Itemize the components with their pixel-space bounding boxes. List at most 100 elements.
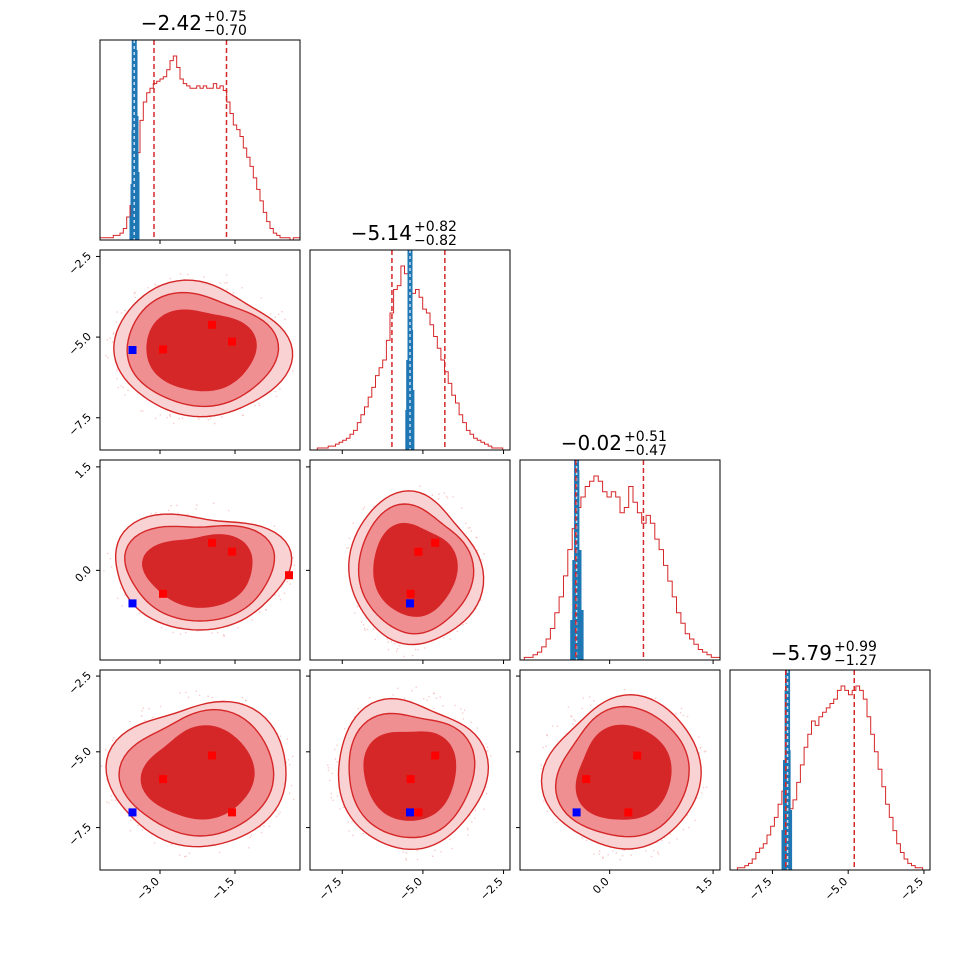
sample-dot — [330, 796, 333, 799]
sample-dot — [327, 769, 330, 772]
sample-dot — [602, 856, 604, 858]
sample-dot — [372, 628, 375, 631]
sample-dot — [397, 687, 399, 690]
sample-dot — [675, 712, 677, 715]
sample-dot — [582, 697, 585, 699]
sample-dot — [237, 627, 239, 629]
x-tick-label: −5.0 — [822, 875, 850, 903]
sample-dot — [123, 394, 126, 396]
sample-dot — [416, 858, 419, 861]
sample-dot — [218, 851, 221, 854]
histogram-blue-bar — [580, 610, 584, 660]
sample-dot — [274, 316, 277, 318]
sample-dot — [402, 851, 404, 853]
sample-dot — [470, 721, 473, 724]
sample-dot — [141, 410, 144, 412]
sample-dot — [353, 612, 356, 614]
sample-dot — [154, 417, 157, 420]
sample-dot — [187, 696, 190, 698]
sample-dot — [573, 718, 575, 721]
sample-dot — [207, 419, 210, 421]
sample-dot — [273, 525, 276, 527]
sample-dot — [394, 642, 396, 645]
sample-dot — [585, 839, 588, 841]
sample-dot — [374, 638, 377, 641]
sample-dot — [259, 611, 261, 613]
sample-dot — [179, 633, 182, 635]
sample-dot — [462, 623, 464, 626]
sample-dot — [556, 821, 558, 824]
histogram-red-3 — [730, 685, 930, 870]
sample-dot — [362, 832, 365, 835]
red-point — [285, 571, 293, 580]
sample-dot — [129, 830, 132, 832]
sample-dot — [362, 508, 365, 511]
red-point — [582, 775, 591, 784]
sample-dot — [120, 312, 123, 314]
sample-dot — [467, 527, 469, 529]
sample-dot — [111, 799, 113, 801]
panel-frame — [309, 669, 511, 871]
sample-dot — [242, 414, 245, 417]
sample-dot — [105, 354, 107, 357]
sample-dot — [483, 808, 485, 810]
sample-dot — [275, 815, 278, 818]
sample-dot — [542, 746, 545, 749]
sample-dot — [331, 772, 333, 775]
blue-point — [572, 808, 581, 817]
sample-dot — [169, 277, 172, 280]
sample-dot — [248, 847, 250, 849]
sample-dot — [121, 604, 124, 607]
sample-dot — [650, 855, 653, 858]
sample-dot — [203, 276, 205, 278]
sample-dot — [152, 716, 154, 718]
sample-dot — [466, 827, 469, 829]
sample-dot — [254, 404, 256, 407]
x-tick-label: −3.0 — [134, 875, 162, 903]
sample-dot — [571, 723, 574, 725]
sample-dot — [110, 566, 113, 568]
sample-dot — [219, 282, 221, 284]
sample-dot — [186, 513, 189, 516]
sample-dot — [232, 292, 235, 294]
sample-dot — [288, 792, 291, 794]
sample-dot — [150, 513, 152, 515]
sample-dot — [440, 851, 442, 853]
sample-dot — [474, 809, 477, 812]
sample-dot — [263, 825, 265, 827]
sample-dot — [177, 512, 179, 515]
sample-dot — [475, 536, 477, 539]
sample-dot — [398, 644, 401, 647]
y-tick-label: −5.0 — [66, 745, 94, 773]
sample-dot — [260, 297, 263, 299]
sample-dot — [540, 764, 542, 767]
sample-dot — [281, 310, 284, 313]
sample-dot — [451, 847, 453, 850]
x-tick-label: −1.5 — [209, 875, 237, 903]
panel-2-0 — [103, 502, 296, 637]
sample-dot — [207, 695, 209, 697]
sample-dot — [630, 854, 632, 856]
sample-dot — [588, 696, 591, 698]
sample-dot — [142, 707, 144, 709]
sample-dot — [241, 696, 244, 699]
sample-dot — [461, 712, 464, 714]
sample-dot — [100, 765, 103, 767]
sample-dot — [293, 564, 296, 567]
sample-dot — [438, 498, 440, 500]
sample-dot — [356, 605, 359, 608]
sample-dot — [286, 580, 289, 583]
x-tick-label: 0.0 — [590, 875, 612, 897]
sample-dot — [469, 526, 471, 529]
sample-dot — [428, 695, 430, 698]
sample-dot — [336, 761, 339, 763]
sample-dot — [403, 697, 406, 700]
histogram-blue-bar — [411, 390, 415, 450]
sample-dot — [343, 728, 346, 730]
panel-frame — [99, 459, 301, 661]
sample-dot — [590, 704, 592, 707]
y-tick-label: −2.5 — [66, 669, 94, 697]
contour-level-2 — [575, 724, 672, 820]
sample-dot — [292, 755, 294, 758]
sample-dot — [703, 751, 706, 753]
